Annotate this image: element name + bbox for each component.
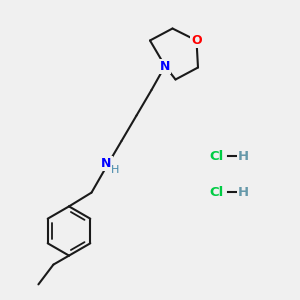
Text: Cl: Cl [209, 185, 223, 199]
Text: H: H [238, 185, 249, 199]
Text: Cl: Cl [209, 149, 223, 163]
Text: H: H [111, 165, 120, 175]
Text: N: N [160, 59, 170, 73]
Text: H: H [238, 149, 249, 163]
Text: O: O [191, 34, 202, 47]
Text: N: N [101, 157, 112, 170]
